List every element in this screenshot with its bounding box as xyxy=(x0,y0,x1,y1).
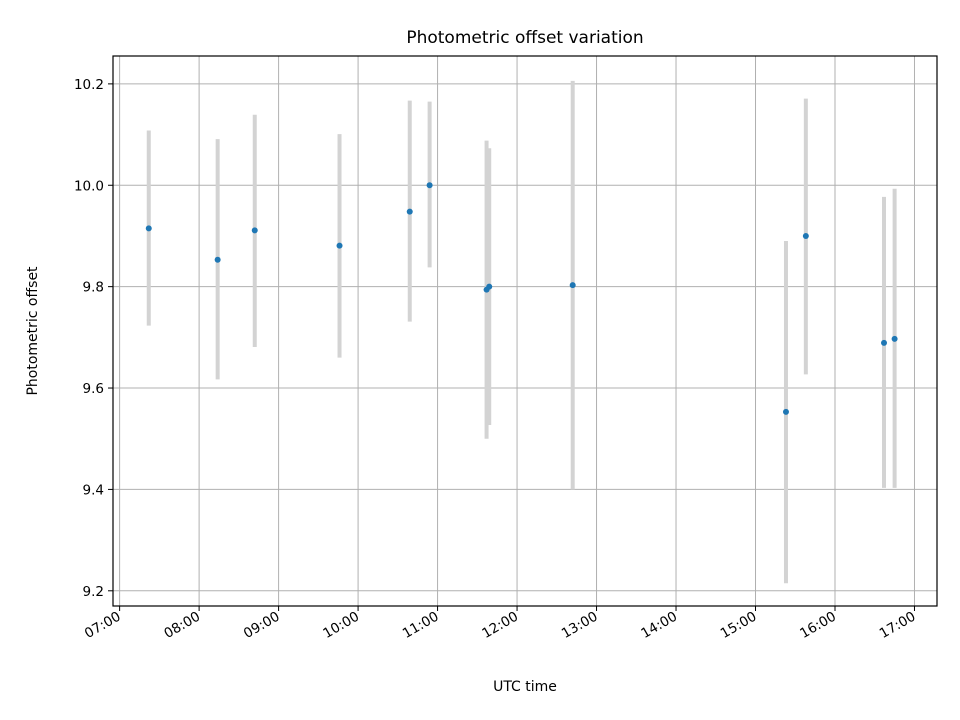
data-point xyxy=(569,282,576,289)
grid xyxy=(113,56,937,606)
data-point xyxy=(486,283,493,290)
y-tick-label: 9.6 xyxy=(83,381,104,397)
data-point xyxy=(336,242,343,249)
y-tick-label: 9.4 xyxy=(83,482,104,498)
data-point xyxy=(802,232,809,239)
chart-title: Photometric offset variation xyxy=(406,28,643,48)
y-tick-label: 10.0 xyxy=(74,178,104,194)
data-point xyxy=(145,225,152,232)
data-point xyxy=(406,208,413,215)
y-tick-label: 10.2 xyxy=(74,77,104,93)
y-tick-label: 9.8 xyxy=(83,280,104,296)
data-point xyxy=(782,408,789,415)
data-points xyxy=(145,182,898,415)
data-point xyxy=(891,335,898,342)
data-point xyxy=(881,339,888,346)
y-axis-label: Photometric offset xyxy=(25,266,41,396)
plot-frame xyxy=(112,55,938,607)
y-axis: 9.2 9.4 9.6 9.8 10.0 10.2 xyxy=(74,77,113,600)
data-point xyxy=(251,227,258,234)
data-point xyxy=(426,182,433,189)
x-axis-label: UTC time xyxy=(493,679,557,695)
y-tick-label: 9.2 xyxy=(83,584,104,600)
data-point xyxy=(214,256,221,263)
